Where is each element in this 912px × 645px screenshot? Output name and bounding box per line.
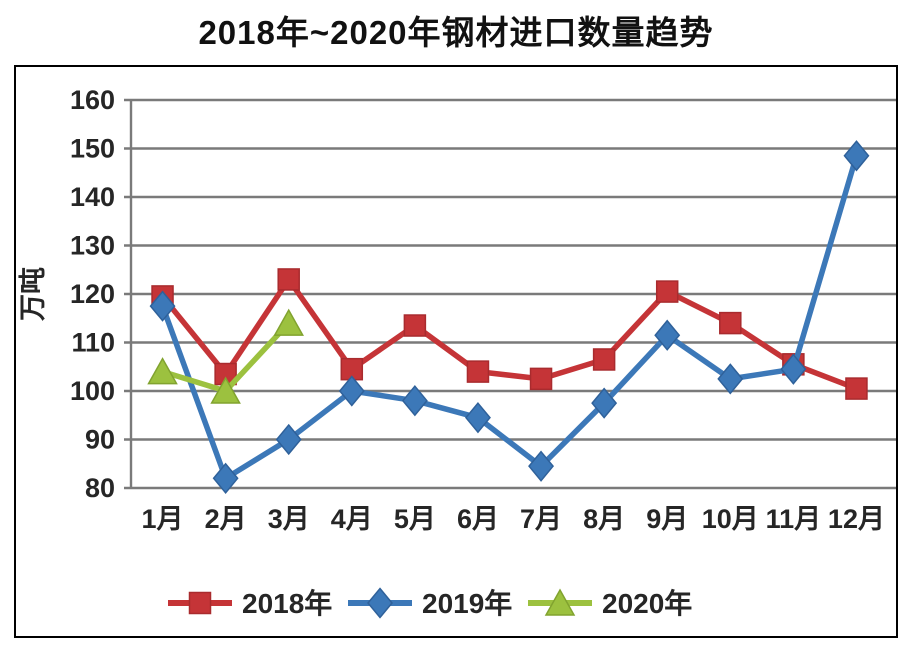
data-point-2018年-6月: [466, 360, 490, 383]
data-point-2019年-11月: [780, 353, 807, 385]
x-tick-label-10月: 10月: [702, 504, 759, 534]
y-tick-label-130: 130: [70, 231, 115, 261]
legend-item-2018年: 2018年: [168, 587, 332, 619]
x-tick-label-3月: 3月: [268, 504, 310, 534]
y-tick-label-150: 150: [70, 134, 115, 164]
data-point-2018年-8月: [592, 348, 616, 371]
series-2018年: [151, 268, 868, 400]
data-point-2019年-1月: [149, 290, 176, 322]
data-point-2020年-1月: [147, 357, 178, 385]
legend-label-2019年: 2019年: [422, 587, 512, 619]
data-point-2018年-3月: [277, 268, 300, 291]
data-point-2019年-2月: [212, 462, 239, 494]
data-point-2018年-10月: [719, 311, 742, 335]
legend-marker-2018年: [188, 591, 212, 615]
data-point-2020年-2月: [210, 376, 241, 404]
y-tick-label-160: 160: [70, 85, 115, 115]
x-tick-label-11月: 11月: [766, 504, 822, 534]
x-tick-label-9月: 9月: [646, 504, 688, 534]
series-2020年: [147, 308, 304, 404]
data-point-2018年-9月: [655, 280, 679, 303]
legend-item-2020年: 2020年: [528, 587, 692, 619]
y-tick-label-120: 120: [70, 279, 115, 309]
y-tick-label-140: 140: [70, 182, 115, 212]
data-point-2019年-4月: [338, 375, 365, 407]
legend-item-2019年: 2019年: [348, 587, 512, 619]
legend-label-2018年: 2018年: [242, 587, 332, 619]
y-axis-title: 万吨: [18, 267, 48, 321]
chart-plot-container: 80 90 100 110 120 130 140 150 160 万吨 1月 2月 3月 4月 5月 6月 7…: [14, 65, 898, 638]
legend-marker-2019年: [367, 587, 393, 619]
x-tick-label-12月: 12月: [828, 504, 885, 534]
x-tick-label-8月: 8月: [583, 504, 625, 534]
data-point-2019年-7月: [528, 450, 555, 482]
legend-label-2020年: 2020年: [602, 587, 692, 619]
series-2019年: [149, 140, 870, 494]
x-tick-label-5月: 5月: [394, 504, 436, 534]
data-point-2019年-6月: [464, 401, 491, 434]
data-point-2019年-10月: [717, 363, 744, 395]
data-point-2018年-12月: [845, 377, 868, 400]
data-point-2020年-3月: [273, 308, 304, 336]
x-tick-label-2月: 2月: [205, 504, 247, 534]
data-point-2019年-12月: [843, 140, 870, 172]
x-tick-label-1月: 1月: [142, 504, 184, 534]
y-tick-label-110: 110: [71, 328, 115, 358]
series-line-2018年: [159, 276, 860, 392]
y-tick-label-100: 100: [70, 376, 115, 406]
data-point-2019年-3月: [275, 423, 302, 456]
x-tick-label-6月: 6月: [457, 504, 499, 534]
y-tick-label-90: 90: [85, 425, 115, 455]
data-point-2018年-7月: [529, 367, 553, 391]
chart-title: 2018年~2020年钢材进口数量趋势: [198, 14, 714, 51]
data-point-2019年-8月: [591, 387, 618, 419]
line-chart-canvas: 80 90 100 110 120 130 140 150 160 万吨 1月 2月 3月 4月 5月 6月 7…: [18, 85, 896, 619]
data-point-2019年-9月: [654, 319, 681, 351]
x-tick-label-4月: 4月: [331, 504, 373, 534]
legend-marker-2020年: [544, 588, 576, 616]
data-point-2018年-5月: [403, 314, 427, 337]
y-tick-label-80: 80: [85, 473, 115, 503]
x-tick-label-7月: 7月: [520, 504, 562, 534]
data-point-2019年-5月: [401, 385, 428, 417]
